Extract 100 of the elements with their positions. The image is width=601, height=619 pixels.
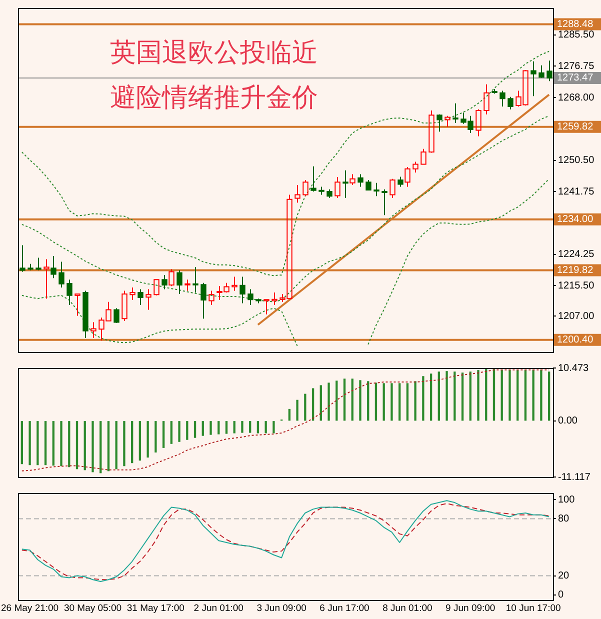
- bar: [374, 382, 378, 421]
- candlestick: [420, 148, 426, 166]
- x-tick-label: 10 Jun 17:00: [506, 602, 561, 614]
- bar: [76, 421, 78, 470]
- candlestick: [264, 299, 270, 315]
- bar: [548, 372, 550, 421]
- candlestick: [398, 176, 404, 188]
- candlestick: [444, 115, 450, 128]
- bar: [146, 421, 149, 458]
- bar: [296, 400, 298, 421]
- bar: [500, 370, 503, 421]
- candlestick: [428, 110, 434, 154]
- candlestick: [390, 178, 396, 198]
- x-tick-label: 26 May 21:00: [1, 602, 59, 614]
- bar: [414, 381, 416, 421]
- bar: [288, 408, 291, 421]
- candlestick: [412, 161, 418, 173]
- bar: [186, 421, 188, 440]
- bar: [28, 421, 31, 466]
- candlestick: [492, 88, 498, 94]
- annotation: 英国退欧公投临近: [110, 38, 318, 68]
- candlestick: [200, 282, 206, 320]
- bar: [454, 372, 456, 421]
- bar: [312, 388, 314, 421]
- bar: [461, 372, 464, 421]
- candlestick: [162, 274, 168, 290]
- bar: [540, 370, 542, 421]
- bar: [210, 421, 212, 435]
- bar: [485, 369, 488, 421]
- bar: [100, 421, 102, 474]
- bar: [477, 370, 480, 421]
- candlestick: [484, 84, 490, 115]
- bar: [446, 371, 448, 421]
- bar: [68, 421, 70, 468]
- bar: [430, 374, 432, 421]
- bar: [44, 421, 47, 466]
- x-tick-label: 31 May 17:00: [126, 602, 184, 614]
- candlestick: [232, 276, 238, 292]
- bar: [36, 421, 39, 466]
- bar: [516, 370, 519, 421]
- ref-line-label: 1259.82: [557, 122, 594, 133]
- bar: [225, 421, 228, 434]
- bar: [382, 383, 385, 421]
- candlestick: [452, 102, 458, 124]
- bar: [241, 421, 244, 433]
- candlestick: [404, 166, 410, 188]
- bar: [138, 421, 142, 461]
- candlestick: [436, 114, 442, 132]
- y-tick-label: 10.473: [558, 362, 590, 374]
- candlestick: [20, 244, 26, 272]
- candlestick: [374, 182, 380, 197]
- y-tick-label: 80: [558, 513, 570, 524]
- bar: [20, 421, 24, 464]
- bar: [194, 421, 196, 438]
- candlestick: [168, 268, 174, 287]
- x-tick-label: 6 Jun 17:00: [320, 602, 370, 614]
- bar: [532, 370, 534, 421]
- bar: [438, 372, 440, 421]
- y-tick-label: 1268.00: [558, 92, 595, 104]
- candlestick: [50, 255, 56, 279]
- bar: [508, 370, 511, 421]
- candlestick: [256, 298, 262, 304]
- bar: [469, 372, 472, 421]
- bar: [524, 370, 527, 421]
- candlestick: [294, 184, 300, 204]
- bar: [92, 421, 94, 472]
- bar: [264, 421, 267, 434]
- bar: [359, 380, 362, 421]
- bar: [304, 394, 306, 421]
- bar: [249, 421, 252, 433]
- candlestick: [248, 288, 254, 306]
- bar: [107, 421, 110, 472]
- bar: [390, 383, 393, 421]
- candlestick: [476, 108, 482, 137]
- bar: [154, 421, 157, 453]
- y-tick-label: 1276.75: [558, 60, 595, 72]
- bar: [131, 421, 134, 464]
- candlestick: [28, 263, 34, 271]
- candlestick: [146, 288, 152, 310]
- bar: [343, 378, 346, 421]
- y-tick-label: 1241.75: [558, 186, 595, 198]
- y-tick-label: 1285.50: [558, 30, 595, 41]
- bar: [492, 369, 496, 421]
- y-tick-label: 20: [558, 570, 570, 582]
- candlestick: [382, 188, 388, 216]
- candlestick: [74, 293, 80, 316]
- ref-line-label: 1288.48: [557, 18, 594, 30]
- bar: [52, 421, 54, 466]
- candlestick: [58, 261, 64, 288]
- candlestick: [310, 166, 316, 192]
- bar: [272, 421, 275, 434]
- bar: [336, 380, 338, 421]
- bar: [398, 383, 401, 421]
- ref-line-label: 1273.47: [557, 72, 594, 84]
- candlestick: [538, 64, 544, 78]
- candlestick: [366, 180, 372, 191]
- y-tick-label: 0: [558, 590, 564, 601]
- candlestick: [184, 279, 190, 292]
- candlestick: [350, 174, 356, 186]
- candlestick: [44, 258, 50, 300]
